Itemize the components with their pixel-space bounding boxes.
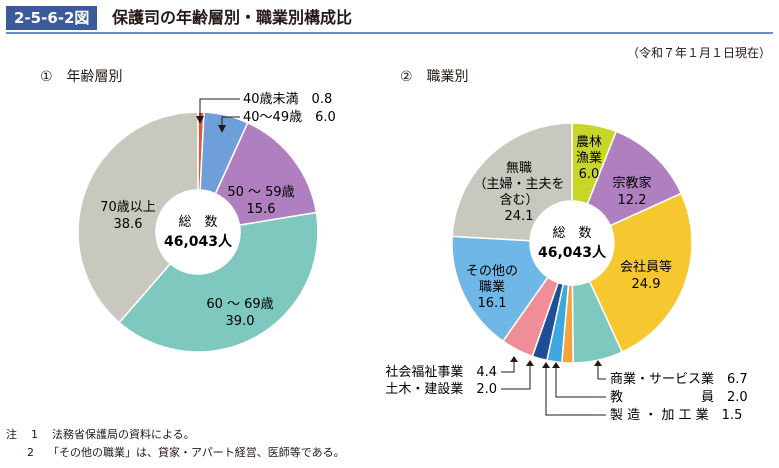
label-宗教家: 宗教家 12.2 <box>612 175 651 208</box>
slice-無職-主婦・主夫を含む- <box>451 122 573 242</box>
note-text: 「その他の職業」は、貸家・アパート経営、医師等である。 <box>47 446 345 459</box>
center-label: 総 数 <box>552 226 591 241</box>
label-社会福祉事業: 社会福祉事業 4.4 <box>385 364 497 380</box>
date-note: （令和７年１月１日現在） <box>626 46 771 60</box>
leader-line <box>501 362 515 373</box>
chart-title-occupation: ② 職業別 <box>400 69 469 85</box>
leader-arrow <box>196 116 204 124</box>
leader-arrow <box>510 356 518 362</box>
label-60-69歳: 60 〜 69歳 39.0 <box>206 297 273 329</box>
leader-arrow <box>526 360 534 366</box>
leader-line <box>221 116 240 127</box>
header-rule <box>6 32 773 34</box>
slice-その他の職業 <box>451 235 549 343</box>
leader-line <box>555 368 606 398</box>
leader-line <box>545 368 606 416</box>
pie-age: 総 数 46,043人 <box>77 111 319 353</box>
note-number: 1 <box>31 428 38 441</box>
center-value: 46,043人 <box>164 233 233 250</box>
slice-会社員等 <box>588 192 693 354</box>
center-label: 総 数 <box>178 215 217 230</box>
note-text: 法務省保護局の資料による。 <box>52 428 195 441</box>
leader-line <box>597 366 606 380</box>
note-2: 2 「その他の職業」は、貸家・アパート経営、医師等である。 <box>6 444 345 462</box>
label-農林漁業: 農林漁業 6.0 <box>576 135 602 182</box>
slice-50-59歳 <box>214 121 318 227</box>
center-value: 46,043人 <box>538 244 607 261</box>
slice-70歳以上 <box>77 111 199 324</box>
leader-line <box>501 366 531 390</box>
note-prefix: 注 <box>6 428 17 441</box>
label-製造・加工業: 製 造 ・ 加 工 業 1.5 <box>610 407 742 423</box>
label-その他の職業: その他の職業 16.1 <box>466 264 518 311</box>
leader-arrow <box>542 362 550 368</box>
figure-header: 2-5-6-2図 保護司の年齢層別・職業別構成比 <box>0 0 779 34</box>
label-40-49歳: 40〜49歳 6.0 <box>243 110 336 125</box>
leader-arrow <box>218 125 226 133</box>
pie-occupation: 総 数 46,043人 <box>451 122 693 364</box>
note-1: 注 1 法務省保護局の資料による。 <box>6 426 345 444</box>
label-商業・サービス業: 商業・サービス業 6.7 <box>610 371 748 387</box>
label-70歳以上: 70歳以上 38.6 <box>100 200 156 232</box>
label-会社員等: 会社員等 24.9 <box>620 259 672 292</box>
slice-宗教家 <box>586 130 683 227</box>
label-土木・建設業: 土木・建設業 2.0 <box>385 381 497 397</box>
note-number: 2 <box>26 446 34 459</box>
figure-number: 2-5-6-2図 <box>6 6 98 30</box>
notes: 注 1 法務省保護局の資料による。 2 「その他の職業」は、貸家・アパート経営、… <box>6 426 345 462</box>
leader-arrow <box>552 362 560 368</box>
slice-60-69歳 <box>118 211 319 353</box>
figure-title: 保護司の年齢層別・職業別構成比 <box>112 8 353 27</box>
leader-line <box>199 98 240 118</box>
label-50-59歳: 50 〜 59歳 15.6 <box>227 185 294 217</box>
leader-arrow <box>594 360 602 366</box>
label-教員: 教 員 2.0 <box>610 389 748 405</box>
label-40歳未満: 40歳未満 0.8 <box>243 92 332 107</box>
label-無職-主婦・主夫を含む-: 無職（主婦・主夫を含む） 24.1 <box>473 161 564 224</box>
chart-title-age: ① 年齢層別 <box>40 69 123 85</box>
